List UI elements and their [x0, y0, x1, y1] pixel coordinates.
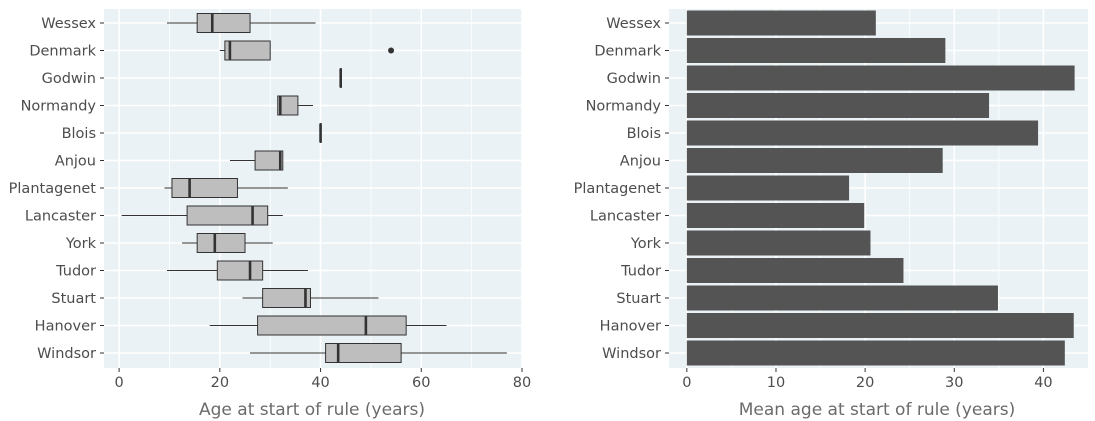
y-tick-label: Denmark: [29, 44, 96, 60]
y-tick-label: Godwin: [607, 71, 661, 87]
iqr-box: [216, 260, 264, 281]
y-tick-label: Anjou: [620, 154, 661, 170]
y-tick-label: Denmark: [594, 44, 661, 60]
x-tick-label: 10: [767, 375, 785, 391]
bar-hanover: [686, 313, 1074, 338]
iqr-box: [196, 13, 251, 33]
boxplot-anjou: [229, 150, 284, 171]
boxplot-denmark: [219, 40, 395, 61]
y-tick-label: Godwin: [42, 71, 96, 87]
iqr-box: [325, 343, 402, 363]
bar-anjou: [686, 148, 943, 173]
boxplot-windsor: [250, 343, 507, 363]
x-tick-label: 40: [1034, 375, 1052, 391]
boxplot-stuart: [242, 288, 379, 308]
y-tick-label: Lancaster: [25, 209, 96, 225]
bar-chart-x-axis-title: Mean age at start of rule (years): [739, 400, 1015, 420]
boxplot-tudor: [166, 260, 308, 281]
x-tick-label: 0: [114, 375, 123, 391]
bar-wessex: [686, 10, 876, 36]
x-tick-label: 30: [945, 375, 963, 391]
bar-denmark: [686, 38, 946, 63]
y-tick-label: Hanover: [35, 319, 96, 335]
iqr-box: [254, 150, 284, 171]
bar-york: [686, 230, 871, 256]
boxplot-blois: [319, 123, 322, 143]
iqr-box: [224, 40, 271, 61]
boxplot-hanover: [209, 315, 447, 336]
y-tick-label: Stuart: [616, 291, 661, 307]
y-tick-label: Windsor: [602, 346, 661, 362]
bar-normandy: [686, 93, 990, 118]
y-tick-label: Wessex: [41, 16, 96, 32]
bar-lancaster: [686, 203, 865, 228]
boxplot-panel: 0 20 40 60 80 Wessex Denmark Godwin Normandy Bloi…: [9, 9, 531, 391]
y-tick-label: Hanover: [600, 319, 661, 335]
boxplot-york: [182, 233, 273, 253]
y-tick-label: Tudor: [55, 264, 96, 280]
boxplot-x-axis-title: Age at start of rule (years): [199, 400, 425, 420]
boxplot-wessex: [166, 13, 316, 33]
iqr-box: [277, 95, 299, 116]
x-tick-label: 60: [412, 375, 430, 391]
y-tick-label: Windsor: [37, 346, 96, 362]
y-tick-label: York: [65, 236, 97, 252]
bar-plantagenet: [686, 175, 850, 201]
bar-blois: [686, 120, 1039, 146]
x-tick-label: 20: [211, 375, 229, 391]
iqr-box: [186, 205, 269, 226]
x-tick-label: 40: [311, 375, 329, 391]
y-tick-label: York: [630, 236, 662, 252]
y-tick-label: Plantagenet: [574, 181, 662, 197]
x-tick-label: 0: [682, 375, 691, 391]
y-tick-label: Plantagenet: [9, 181, 97, 197]
y-tick-label: Stuart: [51, 291, 96, 307]
iqr-box: [262, 288, 311, 308]
y-tick-label: Normandy: [21, 99, 97, 115]
y-tick-label: Blois: [627, 126, 661, 142]
bar-stuart: [686, 285, 998, 311]
x-tick-label: 80: [513, 375, 531, 391]
iqr-box: [171, 178, 238, 198]
x-tick-label: 20: [856, 375, 874, 391]
boxplot-godwin: [339, 68, 342, 88]
iqr-box: [257, 315, 407, 336]
boxplot-plantagenet: [164, 178, 288, 198]
y-tick-label: Tudor: [620, 264, 661, 280]
boxplot-normandy: [277, 95, 313, 116]
y-tick-label: Blois: [62, 126, 96, 142]
bar-tudor: [686, 258, 904, 283]
y-tick-label: Anjou: [55, 154, 96, 170]
boxplot-lancaster: [121, 205, 283, 226]
outlier-point: [388, 47, 395, 54]
y-tick-label: Normandy: [586, 99, 662, 115]
bar-godwin: [686, 65, 1075, 91]
y-tick-label: Wessex: [606, 16, 661, 32]
iqr-box: [196, 233, 246, 253]
bar-chart-panel: 0 10 20 30 40 Wessex Denmark Godwin Normandy Bloi…: [574, 9, 1088, 391]
bar-windsor: [686, 340, 1065, 366]
y-tick-label: Lancaster: [590, 209, 661, 225]
